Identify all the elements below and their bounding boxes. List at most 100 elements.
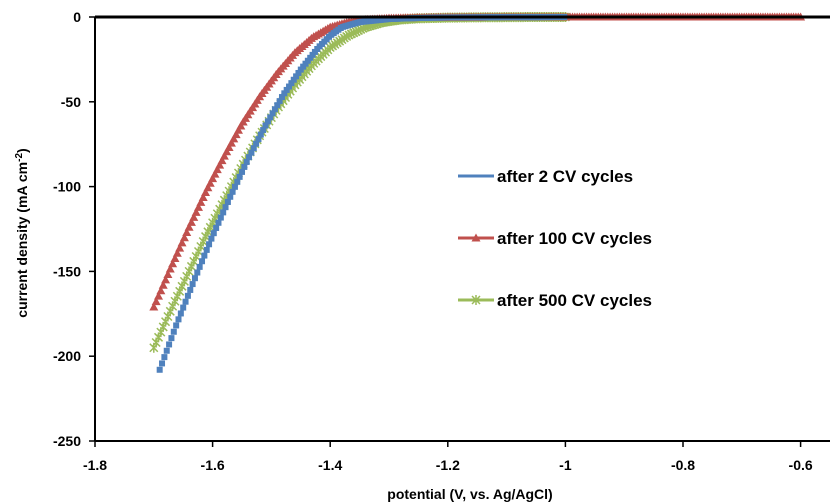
data-point (165, 264, 175, 273)
data-point (154, 291, 164, 300)
data-point (278, 94, 285, 101)
data-point (226, 138, 236, 147)
data-point (166, 341, 173, 348)
data-point (286, 83, 293, 90)
data-point (156, 286, 166, 295)
data-point (255, 136, 262, 143)
data-point (196, 263, 203, 270)
data-point (161, 275, 171, 284)
data-point (219, 151, 229, 160)
data-point (215, 219, 222, 226)
data-point (274, 102, 281, 109)
y-tick-label: -250 (53, 433, 81, 449)
data-point (213, 224, 220, 231)
legend-item-3: after 500 CV cycles (458, 291, 652, 310)
data-point (173, 322, 180, 329)
data-point (184, 222, 194, 231)
data-point (243, 158, 250, 165)
data-point (231, 130, 241, 139)
y-tick-label: -100 (53, 179, 81, 195)
data-point (215, 160, 225, 169)
data-point (201, 252, 208, 259)
data-point (179, 233, 189, 242)
data-point (227, 193, 234, 200)
data-point (196, 197, 206, 206)
data-point (208, 174, 218, 183)
data-point (246, 154, 253, 161)
data-point (156, 366, 163, 373)
x-tick-label: -1.6 (201, 457, 225, 473)
y-tick-label: -200 (53, 348, 81, 364)
data-point (205, 178, 215, 187)
data-point (236, 173, 243, 180)
y-axis-title-sup: -2 (14, 153, 25, 162)
data-point (250, 145, 257, 152)
data-point (260, 127, 267, 134)
data-point (229, 134, 239, 143)
data-point (271, 106, 278, 113)
data-point (208, 235, 215, 242)
data-point (283, 86, 290, 93)
data-point (281, 90, 288, 97)
legend-item-1: after 2 CV cycles (458, 167, 633, 186)
data-point (180, 304, 187, 311)
data-point (269, 110, 276, 117)
data-point (163, 269, 173, 278)
y-tick-label: -150 (53, 263, 81, 279)
data-point (168, 259, 178, 268)
data-point (189, 212, 199, 221)
legend-swatch-marker (471, 233, 481, 242)
data-point (217, 156, 227, 165)
data-point (193, 202, 203, 211)
data-point (175, 316, 182, 323)
y-axis-title-end: ) (14, 148, 30, 153)
legend-label: after 2 CV cycles (497, 167, 633, 186)
data-point (276, 98, 283, 105)
data-point (233, 125, 243, 134)
legend-label: after 100 CV cycles (497, 229, 652, 248)
legend-label: after 500 CV cycles (497, 291, 652, 310)
data-point (194, 269, 201, 276)
data-point (163, 347, 170, 354)
data-point (222, 147, 232, 156)
data-point (267, 114, 274, 121)
x-axis-title: potential (V, vs. Ag/AgCl) (387, 486, 552, 502)
y-tick-label: 0 (73, 9, 81, 25)
data-point (172, 248, 182, 257)
data-point (159, 360, 166, 367)
data-point (293, 73, 300, 80)
data-point (158, 280, 168, 289)
data-point (203, 183, 213, 192)
data-point (231, 183, 238, 190)
data-point (288, 80, 295, 87)
data-point (170, 328, 177, 335)
data-point (175, 243, 185, 252)
x-tick-label: -1.4 (318, 457, 342, 473)
data-point (198, 192, 208, 201)
data-point (177, 238, 187, 247)
data-point (295, 69, 302, 76)
data-point (210, 169, 220, 178)
data-point (239, 168, 245, 175)
data-point (184, 292, 191, 299)
data-point (217, 214, 224, 221)
data-point (206, 241, 213, 248)
ticks-layer: 0 -50 -100 -150 -200 -250-1.8 -1.6 -1.4 -1.2 -1 -0… (53, 9, 813, 473)
y-tick-label: -50 (61, 94, 81, 110)
x-tick-label: -1.8 (83, 457, 107, 473)
data-point (253, 140, 260, 147)
data-point (222, 204, 229, 211)
data-point (203, 246, 210, 253)
data-point (229, 188, 236, 195)
data-point (182, 228, 192, 237)
x-tick-label: -1 (559, 457, 572, 473)
legend: after 2 CV cycles after 100 CV cycles afte… (458, 167, 652, 310)
data-point (199, 258, 206, 265)
y-axis-title-main: current density (mA cm (14, 162, 30, 318)
x-tick-label: -1.2 (436, 457, 460, 473)
data-point (257, 131, 264, 138)
data-point (149, 302, 159, 311)
data-point (186, 217, 196, 226)
data-point (191, 207, 201, 216)
